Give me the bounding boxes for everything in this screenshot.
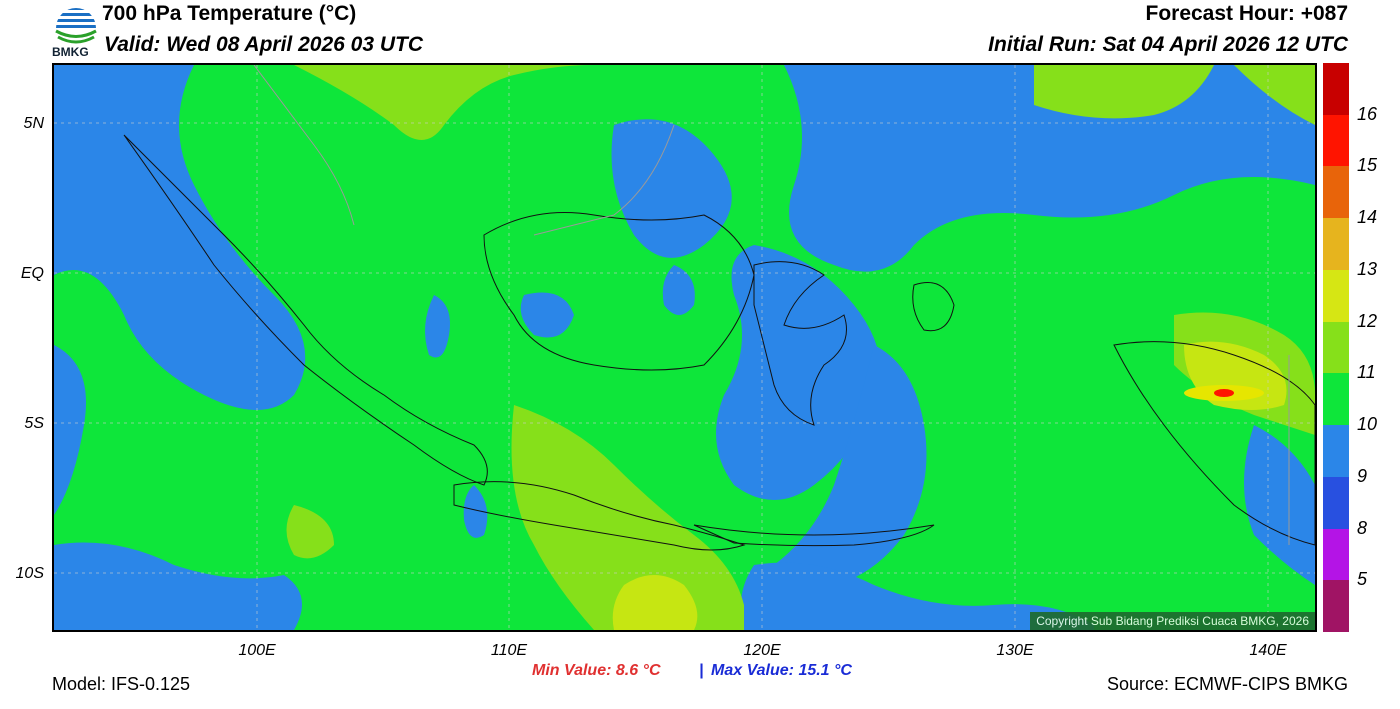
bmkg-logo: BMKG <box>52 2 100 60</box>
java-outline <box>453 481 746 551</box>
x-tick-label: 140E <box>1249 642 1287 659</box>
colorbar-cell <box>1323 580 1349 633</box>
papua-outline <box>1113 341 1315 546</box>
x-tick-label: 130E <box>996 642 1034 659</box>
valid-time: Valid: Wed 08 April 2026 03 UTC <box>104 33 423 56</box>
colorbar-label: 15 <box>1357 155 1378 176</box>
colorbar-label: 12 <box>1357 310 1378 331</box>
x-tick-label: 120E <box>743 642 781 659</box>
colorbar-label: 8 <box>1357 517 1368 538</box>
colorbar-cell <box>1323 321 1349 374</box>
colorbar-cell <box>1323 269 1349 323</box>
initial-run: Initial Run: Sat 04 April 2026 12 UTC <box>988 33 1348 56</box>
y-tick-label: EQ <box>20 265 44 282</box>
sumatra-outline <box>123 134 488 486</box>
y-tick-label: 5S <box>24 415 44 432</box>
y-tick-label: 5N <box>23 115 44 132</box>
nusa-tenggara-outline <box>693 524 935 547</box>
colorbar-cell <box>1323 425 1349 478</box>
borneo-outline <box>483 212 755 371</box>
grid-lines <box>54 65 1315 630</box>
colorbar-label: 11 <box>1357 362 1376 383</box>
coastlines <box>123 134 1315 551</box>
y-tick-label: 10S <box>15 565 44 582</box>
model-label: Model: IFS-0.125 <box>52 674 191 694</box>
min-value: Min Value: 8.6 °C <box>532 662 661 679</box>
x-tick-label: 110E <box>490 642 528 659</box>
warm-spot <box>1184 385 1264 401</box>
colorbar-label: 10 <box>1357 414 1378 435</box>
x-tick-label: 100E <box>238 642 276 659</box>
colorbar-label: 5 <box>1357 569 1368 590</box>
blue-temperature-regions <box>54 65 1315 630</box>
colorbar-cell <box>1323 114 1349 167</box>
stat-separator: | <box>699 662 704 679</box>
forecast-hour: Forecast Hour: +087 <box>1145 2 1349 25</box>
colorbar-label: 13 <box>1357 258 1378 279</box>
colorbar-cell <box>1323 63 1349 116</box>
country-borders <box>253 65 1290 545</box>
sulawesi-outline <box>753 261 847 426</box>
copyright-note: Copyright Sub Bidang Prediksi Cuaca BMKG… <box>1030 612 1315 630</box>
colorbar-label: 9 <box>1357 465 1368 486</box>
colorbar <box>1323 63 1349 633</box>
colorbar-cell <box>1323 528 1349 581</box>
temperature-map[interactable]: Copyright Sub Bidang Prediksi Cuaca BMKG… <box>52 63 1317 632</box>
colorbar-label: 16 <box>1357 103 1378 124</box>
bmkg-logo-icon <box>55 8 97 44</box>
logo-text: BMKG <box>52 45 89 59</box>
colorbar-cell <box>1323 166 1349 219</box>
colorbar-cell <box>1323 476 1349 530</box>
halmahera-outline <box>912 282 955 332</box>
colorbar-cell <box>1323 373 1349 426</box>
max-value: Max Value: 15.1 °C <box>711 662 852 679</box>
page-title: 700 hPa Temperature (°C) <box>102 2 357 25</box>
colorbar-cell <box>1323 218 1349 271</box>
map-canvas <box>54 65 1315 630</box>
colorbar-label: 14 <box>1357 207 1378 228</box>
source-label: Source: ECMWF-CIPS BMKG <box>1106 674 1348 694</box>
